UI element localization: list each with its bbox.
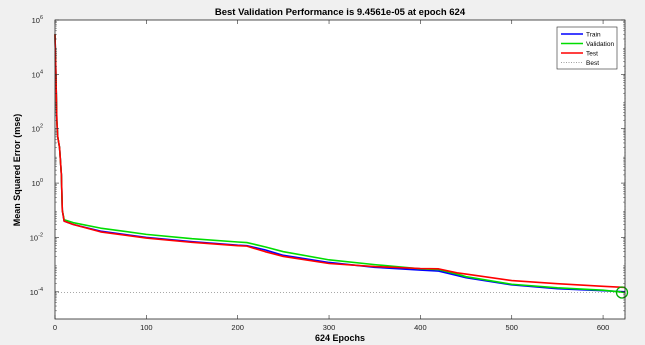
x-tick-label: 600: [597, 323, 610, 332]
legend-label-best: Best: [586, 60, 599, 67]
y-tick-label: 104: [32, 69, 43, 79]
series-line-test: [54, 34, 626, 289]
legend-label-test: Test: [586, 50, 598, 57]
plot-frame: [54, 19, 626, 320]
plot-area: [55, 20, 625, 319]
x-axis-label: 624 Epochs: [315, 333, 365, 343]
best-marker-layer: [615, 286, 629, 299]
chart-title: Best Validation Performance is 9.4561e-0…: [215, 7, 466, 18]
best-point-marker: [615, 286, 629, 299]
x-tick-label: 0: [53, 323, 57, 332]
x-tick-label: 100: [140, 323, 153, 332]
y-axis: 10-4 10-2 100 102 104 106: [30, 15, 625, 312]
legend-label-train: Train: [586, 31, 601, 38]
y-tick-label: 106: [32, 15, 43, 25]
legend: Train Validation Test Best: [556, 26, 618, 70]
legend-label-validation: Validation: [586, 41, 614, 48]
y-tick-label: 10-2: [30, 232, 43, 242]
y-tick-label: 10-4: [30, 287, 43, 297]
x-tick-label: 300: [323, 323, 336, 332]
x-tick-label: 400: [414, 323, 427, 332]
x-axis: 0 100 200 300 400 500 600: [53, 20, 609, 332]
y-tick-label: 102: [32, 124, 43, 134]
x-tick-label: 500: [505, 323, 518, 332]
y-tick-label: 100: [32, 178, 43, 188]
series-layer: [54, 34, 626, 294]
y-axis-label: Mean Squared Error (mse): [12, 114, 22, 227]
x-tick-label: 200: [231, 323, 244, 332]
